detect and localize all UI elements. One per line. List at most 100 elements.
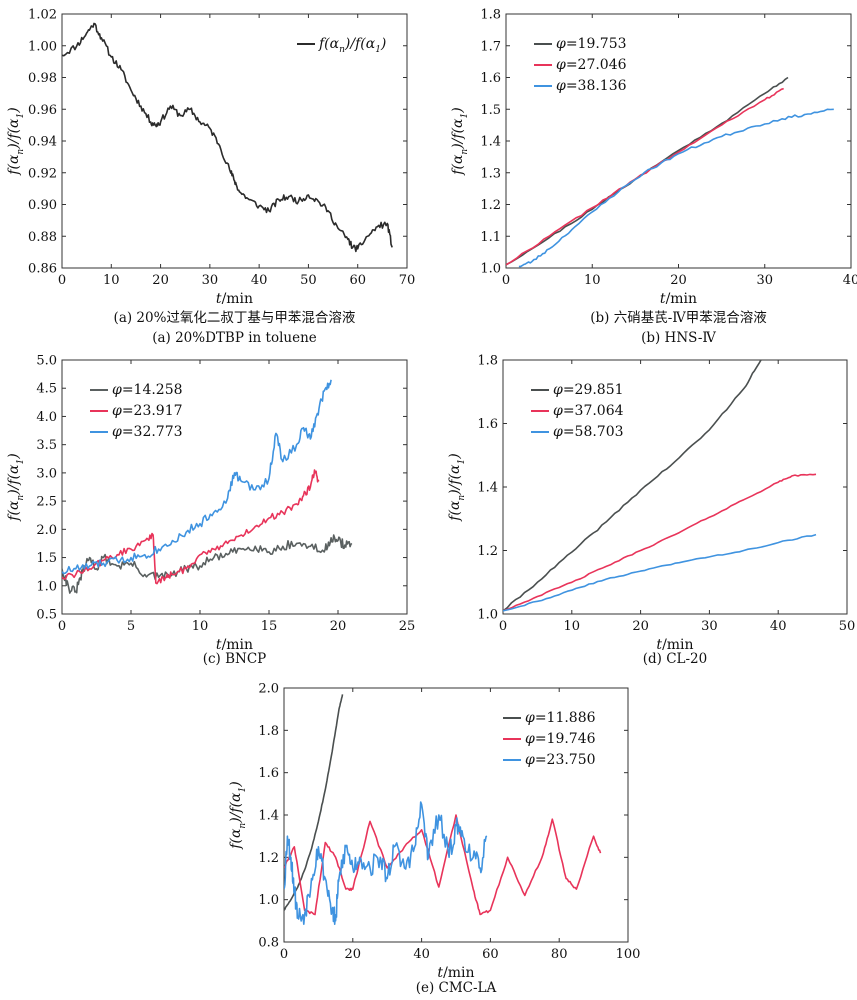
x-tick-label: 40 <box>251 273 268 288</box>
y-tick-label: 0.92 <box>28 166 57 181</box>
x-tick-label: 25 <box>399 619 416 634</box>
y-tick-label: 1.3 <box>480 166 501 181</box>
y-tick-label: 5.0 <box>36 354 57 369</box>
y-axis-label: f(αn)/f(α1) <box>447 453 467 521</box>
y-tick-label: 1.0 <box>36 579 57 594</box>
y-tick-label: 1.5 <box>480 103 501 118</box>
y-tick-label: 1.0 <box>480 262 501 277</box>
y-tick-label: 1.8 <box>480 8 501 23</box>
x-tick-label: 80 <box>551 947 568 962</box>
x-tick-label: 20 <box>345 947 362 962</box>
y-tick-label: 1.6 <box>480 71 501 86</box>
y-tick-label: 1.2 <box>258 851 279 866</box>
x-axis-label: t/min <box>437 965 474 981</box>
legend-label: φ=23.917 <box>112 403 183 419</box>
x-tick-label: 40 <box>843 273 857 288</box>
panel-caption: (c) BNCP <box>203 651 267 667</box>
y-tick-label: 0.8 <box>258 936 279 951</box>
panel-caption: (e) CMC-LA <box>416 980 497 996</box>
y-tick-label: 2.0 <box>258 682 279 697</box>
x-tick-label: 20 <box>670 273 687 288</box>
series-line-3 <box>503 533 817 612</box>
series-line-1 <box>62 22 393 253</box>
series-line-2 <box>284 814 602 916</box>
panel-caption: (b) 六硝基芪-Ⅳ甲苯混合溶液 <box>590 309 767 326</box>
y-tick-label: 1.6 <box>477 417 498 432</box>
y-tick-label: 1.8 <box>477 354 498 369</box>
x-tick-label: 40 <box>413 947 430 962</box>
legend-label: φ=32.773 <box>112 424 183 440</box>
y-tick-label: 1.6 <box>258 766 279 781</box>
y-tick-label: 1.0 <box>258 893 279 908</box>
x-tick-label: 0 <box>58 619 66 634</box>
x-tick-label: 100 <box>616 947 641 962</box>
y-tick-label: 2.5 <box>36 495 57 510</box>
y-tick-label: 3.0 <box>36 466 57 481</box>
panel-caption: (a) 20%过氧化二叔丁基与甲苯混合溶液 <box>114 309 356 326</box>
y-tick-label: 1.02 <box>28 8 57 23</box>
series-line-2 <box>506 87 784 266</box>
x-tick-label: 50 <box>839 619 856 634</box>
legend-label: φ=11.886 <box>525 710 596 726</box>
y-axis-label: f(αn)/f(α1) <box>6 453 26 521</box>
x-tick-label: 10 <box>103 273 120 288</box>
series-line-3 <box>284 801 488 925</box>
x-axis-label: t/min <box>660 291 697 307</box>
x-axis-label: t/min <box>216 291 253 307</box>
x-tick-label: 60 <box>349 273 366 288</box>
x-tick-label: 10 <box>584 273 601 288</box>
panel-caption: (b) HNS-Ⅳ <box>641 330 716 346</box>
y-tick-label: 1.4 <box>477 481 498 496</box>
x-tick-label: 30 <box>756 273 773 288</box>
panel-a: 0 10 20 30 40 50 60 70 0.86 0.88 0.90 0.92 0.94 0.96 0… <box>6 8 415 347</box>
y-tick-label: 4.0 <box>36 410 57 425</box>
y-tick-label: 1.5 <box>36 551 57 566</box>
y-tick-label: 1.00 <box>28 39 57 54</box>
y-tick-label: 0.86 <box>28 262 57 277</box>
legend-label: φ=38.136 <box>556 78 627 94</box>
plot-frame <box>61 359 408 615</box>
legend-label: φ=19.746 <box>525 731 596 747</box>
x-tick-label: 10 <box>192 619 209 634</box>
y-tick-label: 1.0 <box>477 608 498 623</box>
legend-label: φ=19.753 <box>556 36 627 52</box>
panel-d: 0 10 20 30 40 50 1.0 1.2 1.4 1.6 1.8 t/min f(αn)/f(α… <box>447 354 855 668</box>
y-axis-label: f(αn)/f(α1) <box>6 107 26 175</box>
x-tick-label: 60 <box>482 947 499 962</box>
y-tick-label: 3.5 <box>36 438 57 453</box>
y-tick-label: 1.4 <box>480 135 501 150</box>
x-tick-label: 50 <box>300 273 317 288</box>
panel-e: 0 20 40 60 80 100 0.8 1.0 1.2 1.4 1.6 1.8 2.0 t/min f(… <box>228 682 640 997</box>
x-tick-label: 20 <box>152 273 169 288</box>
x-tick-label: 20 <box>330 619 347 634</box>
y-tick-label: 1.7 <box>480 39 501 54</box>
x-tick-label: 5 <box>127 619 135 634</box>
x-tick-label: 30 <box>202 273 219 288</box>
y-tick-label: 1.4 <box>258 809 279 824</box>
x-tick-label: 10 <box>564 619 581 634</box>
y-tick-label: 0.98 <box>28 71 57 86</box>
y-tick-label: 1.8 <box>258 724 279 739</box>
x-tick-label: 0 <box>502 273 510 288</box>
x-axis-label: t/min <box>656 637 693 653</box>
y-tick-label: 0.90 <box>28 198 57 213</box>
panel-c: 0 5 10 15 20 25 0.5 1.0 1.5 2.0 2.5 3.0 3.5 4.0 4.5 5.0… <box>6 354 415 668</box>
y-axis-label: f(αn)/f(α1) <box>450 107 470 175</box>
series-line-3 <box>518 108 834 268</box>
x-axis-label: t/min <box>216 637 253 653</box>
legend-label: φ=29.851 <box>553 382 624 398</box>
y-tick-label: 0.5 <box>36 608 57 623</box>
series-line-2 <box>503 473 817 612</box>
series-line-1 <box>62 534 353 594</box>
panel-caption: (a) 20%DTBP in toluene <box>152 330 317 346</box>
legend-label: f(αn)/f(α1) <box>318 36 386 55</box>
y-tick-label: 4.5 <box>36 382 57 397</box>
x-tick-label: 0 <box>58 273 66 288</box>
legend-label: φ=27.046 <box>556 57 627 73</box>
y-tick-label: 0.88 <box>28 230 57 245</box>
series-line-1 <box>503 360 762 612</box>
y-tick-label: 1.1 <box>480 230 501 245</box>
y-axis-label: f(αn)/f(α1) <box>228 781 248 849</box>
x-tick-label: 40 <box>770 619 787 634</box>
legend-label: φ=23.750 <box>525 752 596 768</box>
